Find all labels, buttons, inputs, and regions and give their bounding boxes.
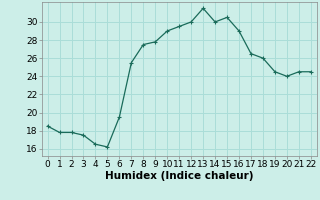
X-axis label: Humidex (Indice chaleur): Humidex (Indice chaleur) — [105, 171, 253, 181]
